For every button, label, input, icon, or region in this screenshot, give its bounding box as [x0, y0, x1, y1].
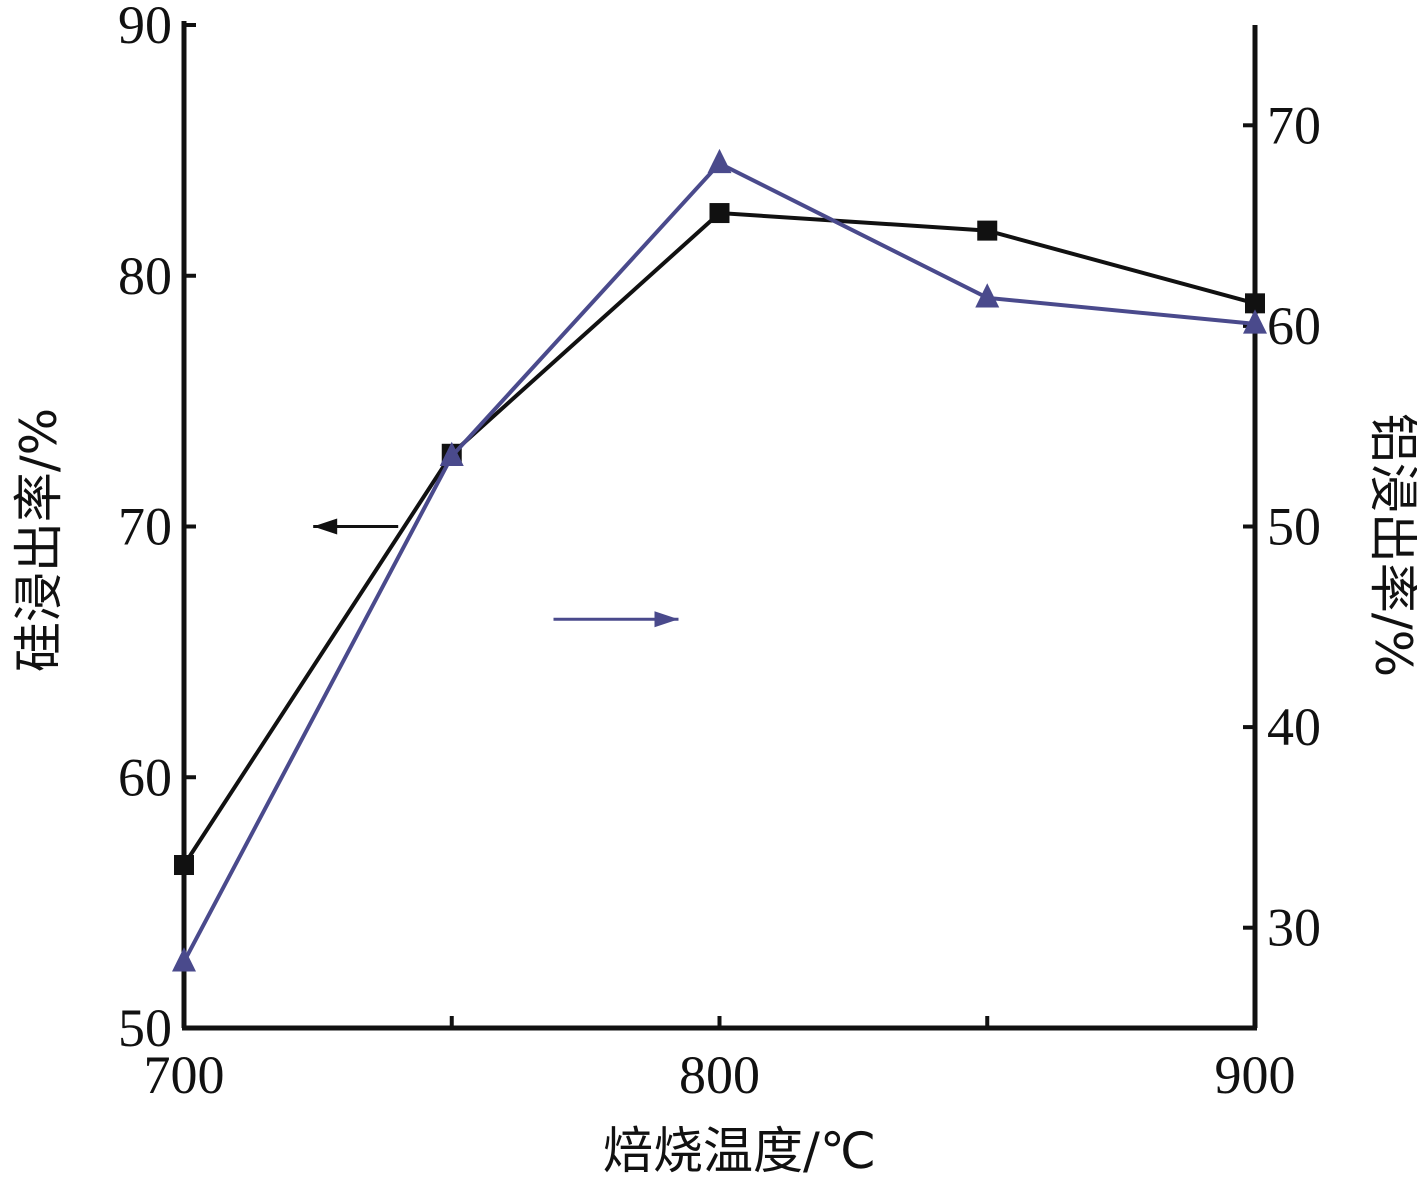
- series-2-point-3: [707, 148, 732, 174]
- left-y-axis-title: 硅浸出率/%: [10, 408, 68, 672]
- left-y-tick-label: 50: [118, 998, 172, 1058]
- arrow-right-head: [654, 611, 679, 628]
- series-1-point-1: [174, 855, 194, 876]
- x-tick-label: 700: [144, 1045, 225, 1105]
- series-2-point-1: [172, 947, 196, 972]
- arrow-left-head: [313, 518, 338, 535]
- series-2-point-5: [1243, 309, 1267, 334]
- x-tick-label: 900: [1215, 1045, 1296, 1105]
- right-y-tick-label: 60: [1267, 296, 1321, 356]
- series-1-point-5: [1245, 293, 1265, 314]
- right-y-tick-label: 70: [1267, 95, 1321, 155]
- series-1-point-4: [977, 220, 998, 241]
- right-y-axis-title: 铝浸出率/%: [1364, 413, 1417, 677]
- left-y-tick-label: 90: [118, 0, 172, 55]
- left-y-tick-label: 70: [118, 497, 172, 557]
- right-y-tick-label: 30: [1267, 898, 1321, 958]
- series-line-1: [182, 211, 1256, 867]
- right-y-tick-label: 40: [1267, 697, 1321, 757]
- right-y-tick-label: 50: [1267, 497, 1321, 557]
- left-y-tick-label: 60: [118, 747, 172, 807]
- series-2-point-2: [439, 441, 464, 466]
- series-2-point-4: [975, 283, 1000, 308]
- x-axis-title: 焙烧温度/℃: [603, 1122, 876, 1180]
- series-1-point-3: [709, 203, 730, 224]
- x-tick-label: 800: [679, 1045, 760, 1105]
- series-line-2: [182, 160, 1256, 963]
- left-y-tick-label: 80: [118, 246, 172, 306]
